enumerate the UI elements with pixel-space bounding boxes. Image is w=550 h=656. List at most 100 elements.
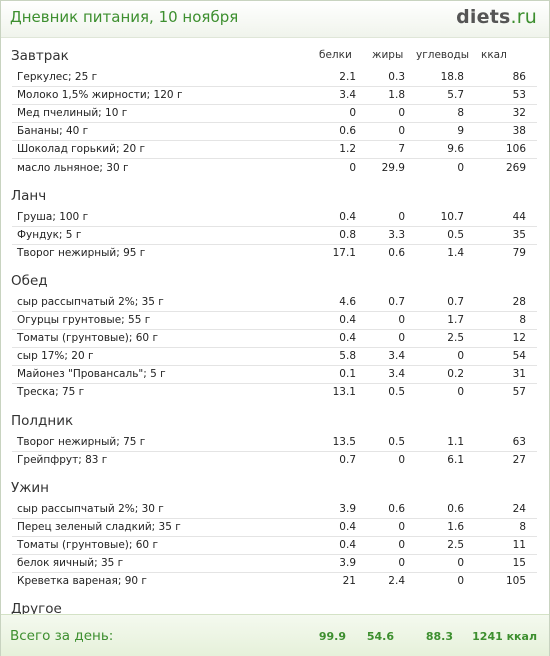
food-fat: 0 (398, 107, 405, 120)
food-kcal: 8 (519, 314, 526, 326)
food-row: Майонез "Провансаль"; 5 г 0.1 3.4 0.2 31 (12, 365, 537, 385)
food-row: Томаты (грунтовые); 60 г 0.4 0 2.5 12 (12, 329, 537, 349)
food-name: Креветка вареная; 90 г (17, 575, 147, 588)
column-kcal: ккал (481, 49, 507, 61)
food-kcal: 105 (505, 575, 526, 588)
food-carbs: 0.5 (447, 228, 464, 241)
food-protein: 0.4 (339, 210, 356, 223)
food-fat: 0.6 (388, 246, 405, 259)
food-kcal: 63 (512, 435, 526, 448)
food-protein: 1.2 (339, 143, 356, 156)
food-protein: 17.1 (332, 246, 356, 259)
food-row: Креветка вареная; 90 г 21 2.4 0 105 (12, 572, 537, 590)
food-kcal: 57 (512, 386, 526, 399)
food-protein: 3.9 (339, 557, 356, 569)
food-fat: 0 (398, 125, 405, 138)
food-kcal: 32 (512, 107, 526, 120)
food-row: Треска; 75 г 13.1 0.5 0 57 (12, 383, 537, 401)
food-name: Томаты (грунтовые); 60 г (17, 332, 158, 345)
food-name: Геркулес; 25 г (17, 71, 98, 83)
food-name: Грейпфрут; 83 г (17, 453, 108, 466)
food-fat: 0 (398, 332, 405, 345)
food-fat: 2.4 (388, 575, 405, 588)
food-fat: 0.7 (388, 295, 405, 308)
food-fat: 0 (398, 453, 405, 466)
food-name: Творог нежирный; 95 г (17, 246, 146, 259)
food-fat: 0.5 (388, 435, 405, 448)
food-row: Фундук; 5 г 0.8 3.3 0.5 35 (12, 226, 537, 245)
food-name: Груша; 100 г (17, 210, 89, 223)
food-row: Молоко 1,5% жирности; 120 г 3.4 1.8 5.7 53 (12, 86, 537, 106)
food-protein: 0.4 (339, 520, 356, 533)
column-protein: белки (319, 49, 352, 61)
total-fat: 54.6 (366, 630, 394, 643)
food-name: Творог нежирный; 75 г (17, 435, 146, 448)
food-name: Фундук; 5 г (17, 228, 82, 241)
food-protein: 0.6 (339, 125, 356, 138)
food-protein: 0.4 (339, 538, 356, 551)
food-row: Творог нежирный; 75 г 13.5 0.5 1.1 63 (12, 433, 537, 452)
food-carbs: 1.4 (447, 246, 464, 259)
food-fat: 0.5 (388, 386, 405, 399)
column-carbs: углеводы (416, 49, 470, 61)
food-protein: 4.6 (339, 295, 356, 308)
food-kcal: 8 (519, 520, 526, 533)
food-protein: 3.4 (339, 89, 356, 102)
food-name: Огурцы грунтовые; 55 г (17, 314, 151, 326)
food-row: Грейпфрут; 83 г 0.7 0 6.1 27 (12, 451, 537, 469)
food-protein: 2.1 (339, 71, 356, 83)
food-kcal: 15 (512, 557, 526, 569)
total-carbs: 88.3 (425, 630, 453, 643)
food-kcal: 106 (505, 143, 526, 156)
food-row: Творог нежирный; 95 г 17.1 0.6 1.4 79 (12, 244, 537, 262)
food-name: Бананы; 40 г (17, 125, 89, 138)
food-row: Бананы; 40 г 0.6 0 9 38 (12, 122, 537, 142)
meal-title: Ужин (11, 479, 49, 496)
food-row: сыр рассыпчатый 2%; 30 г 3.9 0.6 0.6 24 (12, 500, 537, 519)
food-row: Геркулес; 25 г 2.1 0.3 18.8 86 (12, 68, 537, 87)
food-carbs: 1.6 (447, 520, 464, 533)
food-protein: 0.4 (339, 314, 356, 326)
totals-label: Всего за день: (10, 628, 114, 644)
food-carbs: 2.5 (447, 332, 464, 345)
food-fat: 0 (398, 557, 405, 569)
food-row: Мед пчелиный; 10 г 0 0 8 32 (12, 104, 537, 124)
food-fat: 0 (398, 520, 405, 533)
food-protein: 0.8 (339, 228, 356, 241)
food-fat: 7 (398, 143, 405, 156)
column-headers: белки жиры углеводы ккал (1, 47, 549, 65)
site-logo[interactable]: diets.ru (456, 6, 537, 28)
food-name: Перец зеленый сладкий; 35 г (17, 520, 181, 533)
food-protein: 0.4 (339, 332, 356, 345)
logo-main: diets (456, 6, 511, 28)
food-fat: 1.8 (388, 89, 405, 102)
food-protein: 3.9 (339, 502, 356, 515)
food-name: белок яичный; 35 г (17, 557, 124, 569)
meal-title: Ланч (11, 187, 47, 204)
total-protein: 99.9 (318, 630, 346, 643)
food-row: Груша; 100 г 0.4 0 10.7 44 (12, 208, 537, 227)
food-row: масло льняное; 30 г 0 29.9 0 269 (12, 159, 537, 177)
total-kcal: 1241 ккал (472, 630, 537, 643)
food-kcal: 44 (512, 210, 526, 223)
food-fat: 0 (398, 210, 405, 223)
food-kcal: 38 (512, 125, 526, 138)
food-protein: 0.1 (339, 368, 356, 381)
food-name: Мед пчелиный; 10 г (17, 107, 128, 120)
food-name: сыр рассыпчатый 2%; 35 г (17, 295, 164, 308)
food-kcal: 27 (512, 453, 526, 466)
food-row: Огурцы грунтовые; 55 г 0.4 0 1.7 8 (12, 311, 537, 330)
food-kcal: 269 (505, 161, 526, 174)
food-carbs: 0 (457, 575, 464, 588)
food-kcal: 79 (512, 246, 526, 259)
food-protein: 13.1 (332, 386, 356, 399)
food-kcal: 54 (512, 350, 526, 363)
food-row: Перец зеленый сладкий; 35 г 0.4 0 1.6 8 (12, 518, 537, 537)
food-name: Майонез "Провансаль"; 5 г (17, 368, 166, 381)
food-carbs: 0.6 (447, 502, 464, 515)
food-fat: 0.6 (388, 502, 405, 515)
food-carbs: 9 (457, 125, 464, 138)
food-carbs: 1.1 (447, 435, 464, 448)
food-name: сыр рассыпчатый 2%; 30 г (17, 502, 164, 515)
